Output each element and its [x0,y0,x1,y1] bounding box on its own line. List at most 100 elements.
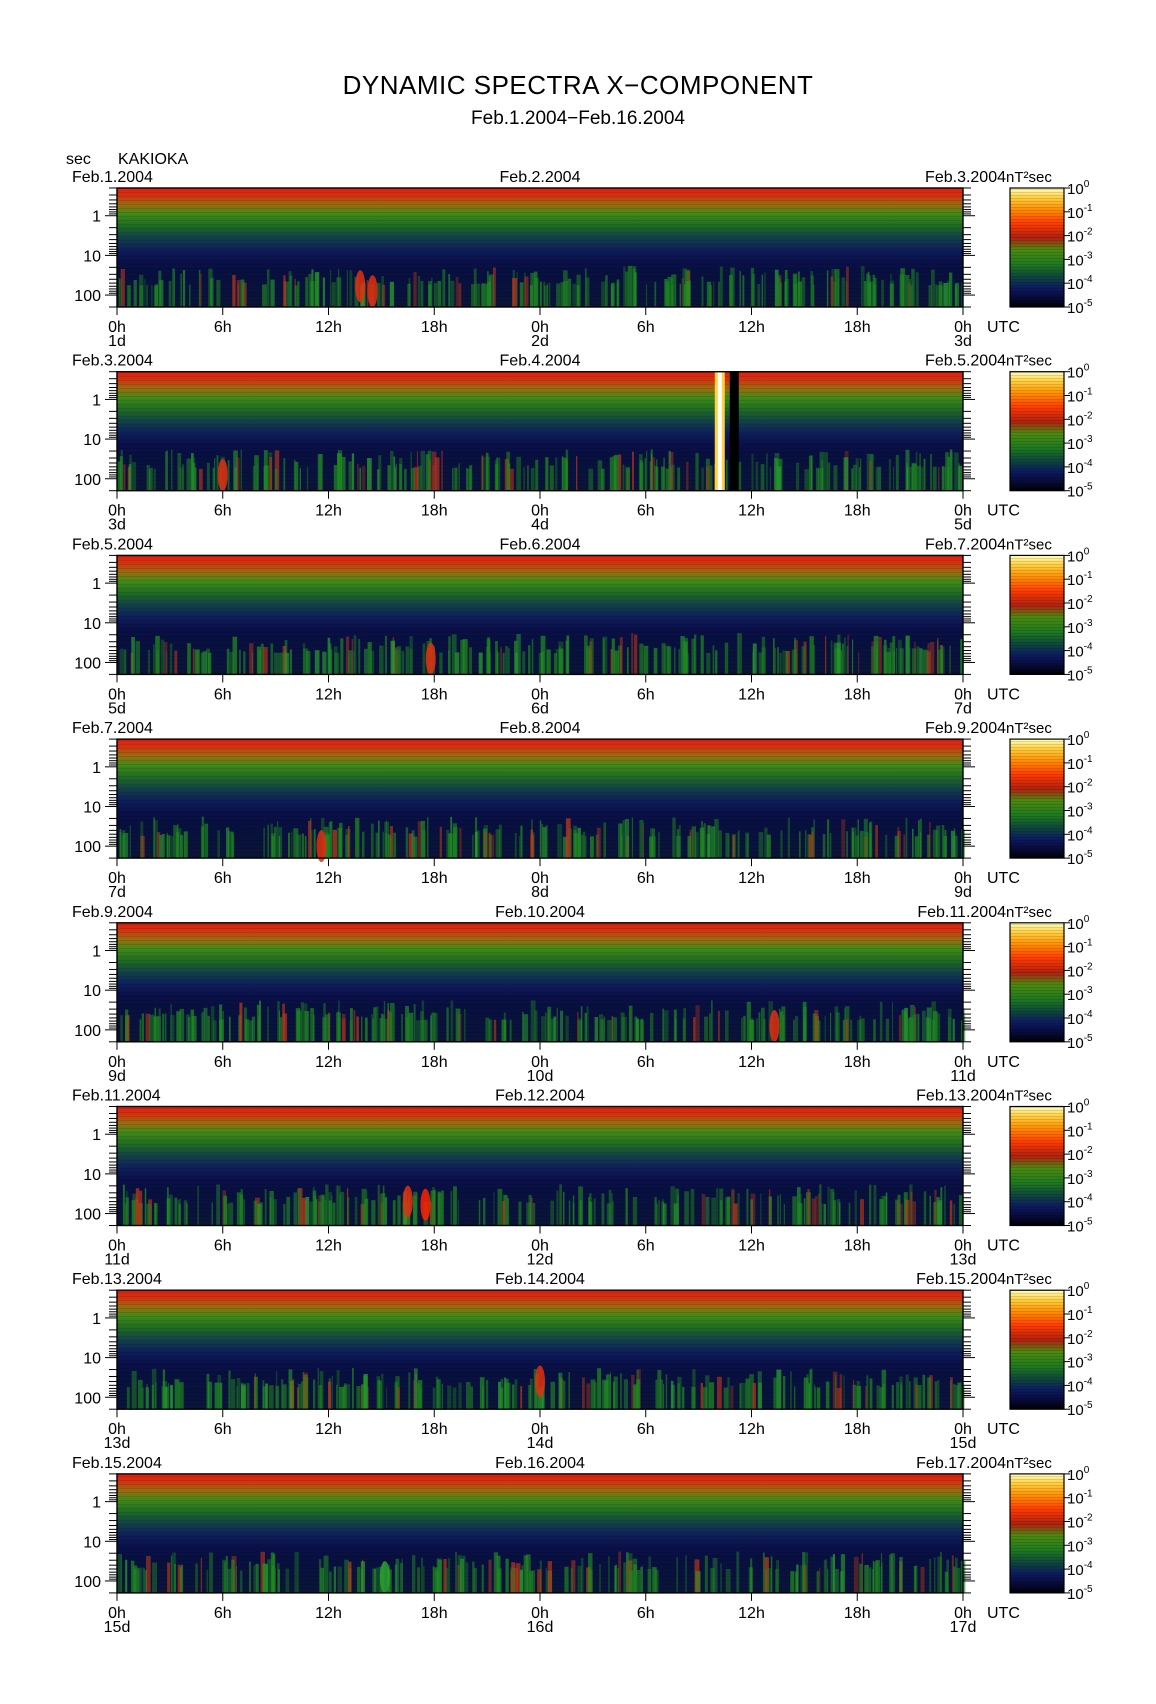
activity-streak [652,828,655,859]
activity-streak [262,1564,268,1593]
activity-streak [201,1013,203,1042]
activity-streak [160,639,165,675]
activity-streak [860,1018,865,1042]
activity-streak [258,1016,261,1042]
activity-streak [153,644,155,675]
activity-streak [432,1387,436,1410]
activity-streak [383,1001,386,1042]
activity-streak [750,1193,756,1226]
activity-streak [827,462,831,491]
activity-streak [262,1380,265,1410]
activity-streak [776,1369,782,1410]
activity-streak [476,830,480,859]
activity-streak [761,647,766,675]
colorbar-tick-label: 10-4 [1067,1009,1093,1028]
activity-streak [882,645,888,675]
activity-streak [953,1566,956,1593]
date-label-left: Feb.15.2004 [72,1455,162,1472]
activity-streak [211,1202,213,1226]
activity-streak [380,1193,386,1226]
activity-streak [161,1386,164,1410]
y-tick-label: 10 [83,248,101,265]
date-label-right: Feb.5.2004 [925,353,1006,370]
activity-streak [705,466,710,491]
x-tick-label: 0h [108,686,126,703]
activity-streak [574,833,580,859]
activity-streak [390,836,393,859]
activity-streak [535,459,539,491]
activity-streak [174,1564,176,1593]
activity-streak [262,1565,265,1593]
activity-streak [325,834,330,859]
activity-streak [941,647,945,675]
activity-streak [206,1569,209,1593]
activity-streak [385,833,388,859]
activity-streak [434,1012,438,1042]
activity-streak [228,1370,231,1410]
activity-streak [821,1203,823,1226]
day-label: 10d [527,1068,554,1085]
activity-streak [303,1372,308,1410]
activity-streak [387,1009,390,1042]
colorbar-tick-base: 10 [1067,436,1084,453]
activity-streak [658,831,660,859]
activity-streak [183,831,188,859]
activity-streak [926,650,931,675]
activity-streak [875,825,878,859]
activity-streak [264,1189,267,1226]
activity-streak [469,465,473,491]
activity-streak [343,1385,347,1410]
activity-streak [460,1558,465,1593]
activity-streak [719,1188,724,1226]
activity-streak [361,1384,366,1410]
activity-streak [227,1568,232,1593]
x-tick-label: 18h [421,1605,448,1622]
x-tick-label: 6h [214,1605,232,1622]
date-label-middle: Feb.8.2004 [500,720,581,737]
activity-streak [792,649,798,675]
colorbar-tick-base: 10 [1067,987,1084,1004]
colorbar-tick-base: 10 [1067,229,1084,246]
activity-streak [448,833,452,859]
activity-streak [312,1190,317,1226]
activity-streak [356,1386,361,1410]
y-tick-label: 100 [74,1390,101,1407]
activity-streak [520,1386,523,1410]
colorbar-tick-exp: 0 [1084,546,1090,557]
activity-streak [945,452,949,491]
day-label: 2d [531,333,549,350]
x-tick-label: 0h [954,686,972,703]
colorbar-tick-base: 10 [1067,1123,1084,1140]
activity-streak [714,819,719,859]
activity-streak [505,1378,509,1410]
activity-streak [670,467,673,491]
activity-streak [151,1368,157,1410]
colorbar-tick-exp: -3 [1084,618,1093,629]
activity-streak [634,1016,638,1042]
activity-streak [483,1197,486,1226]
activity-streak [814,1387,816,1410]
y-tick-label: 10 [83,799,101,816]
activity-streak [272,1554,276,1593]
activity-streak [572,283,577,307]
activity-streak [223,1561,227,1593]
activity-streak [277,1001,280,1042]
activity-streak [701,276,704,307]
activity-streak [723,1387,728,1410]
colorbar-tick-base: 10 [1067,1355,1084,1372]
activity-streak [834,269,840,307]
activity-streak [764,1557,769,1593]
activity-streak [455,1008,461,1042]
activity-streak [573,825,577,859]
activity-streak [124,649,127,675]
activity-streak [807,1189,810,1226]
activity-streak [228,831,233,859]
activity-streak [609,457,613,491]
activity-streak [719,266,723,307]
day-label: 8d [531,884,549,901]
activity-streak [149,1014,154,1042]
activity-streak [805,830,807,859]
activity-streak [962,1008,966,1042]
